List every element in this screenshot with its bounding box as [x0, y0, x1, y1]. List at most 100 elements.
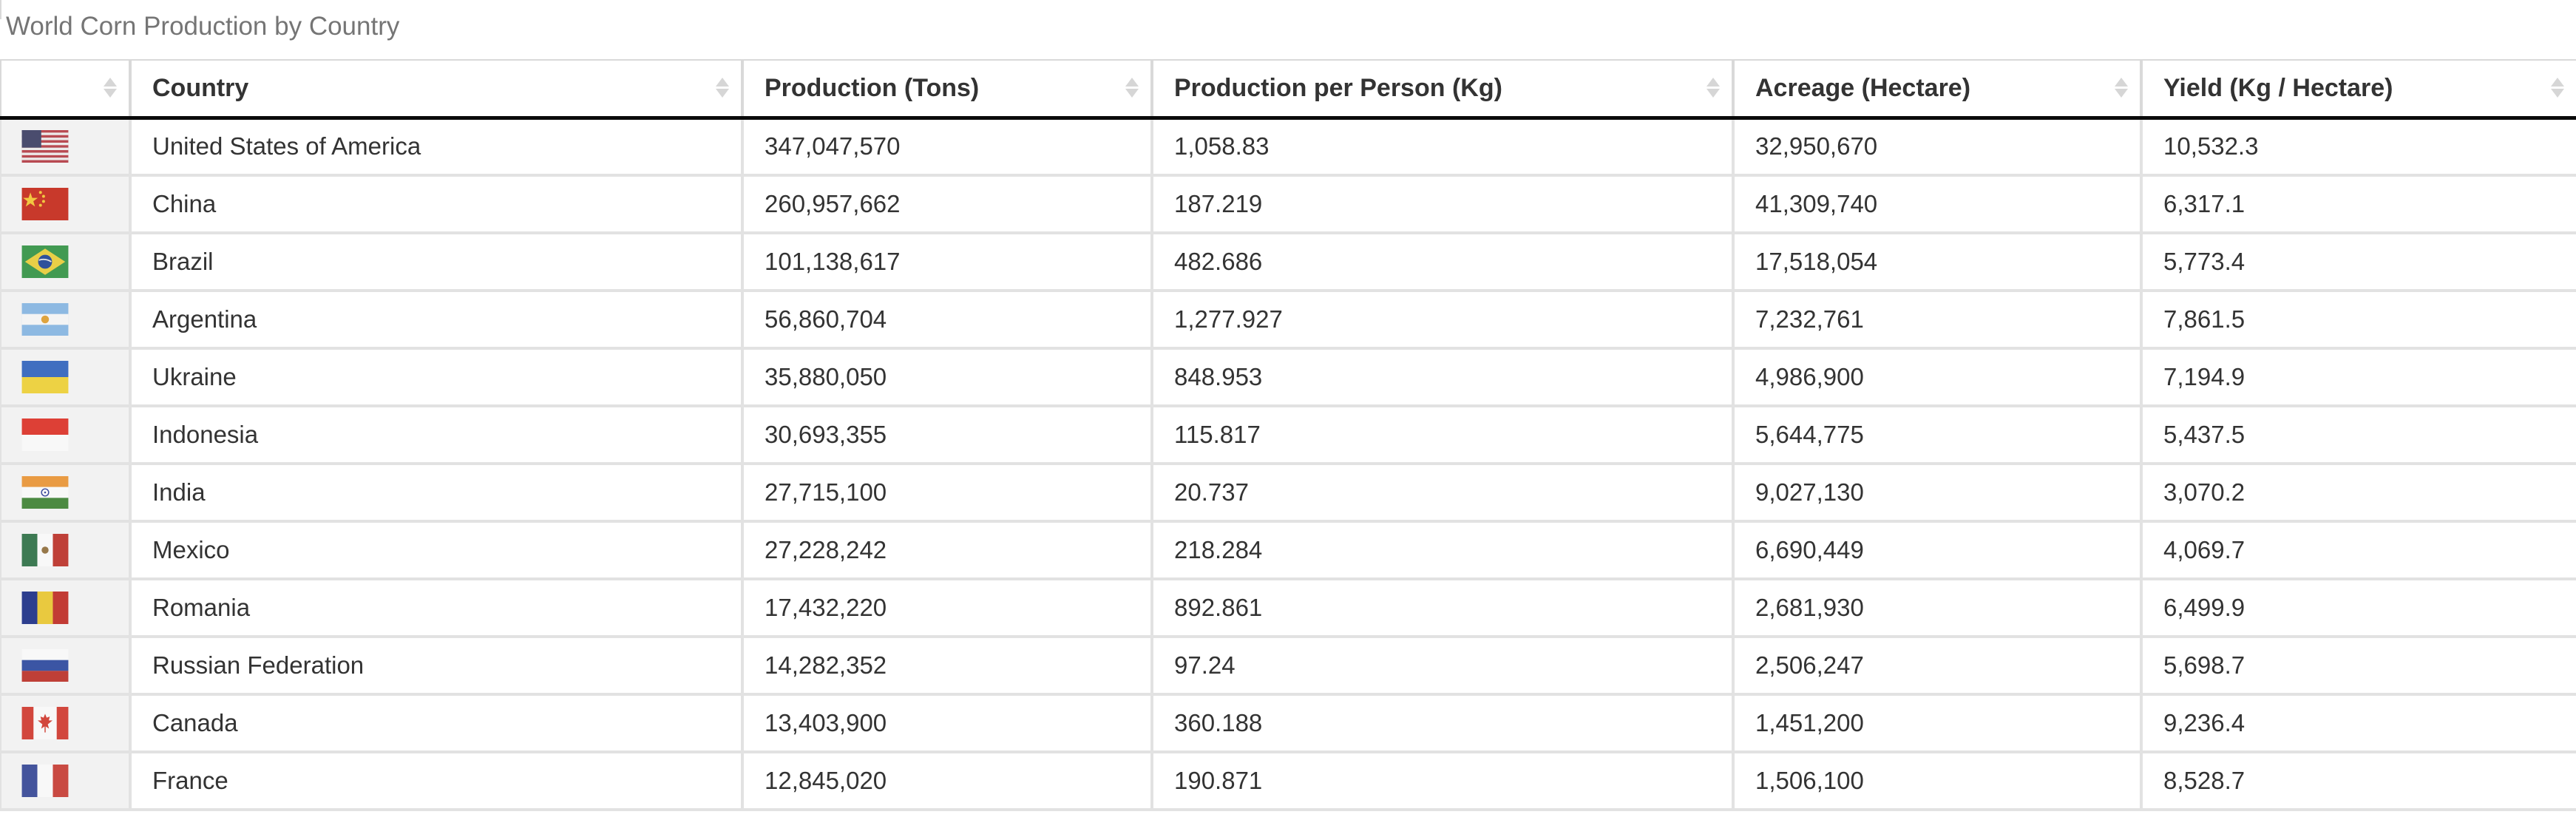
production-per-person-cell: 187.219: [1152, 175, 1735, 233]
sort-arrows-icon[interactable]: [2551, 78, 2564, 98]
country-cell: Canada: [130, 694, 744, 752]
flag-cell: [0, 406, 132, 464]
flag-cell: [0, 464, 132, 521]
country-cell: China: [130, 175, 744, 233]
flag-india-icon: [21, 476, 69, 509]
header-label: Yield (Kg / Hectare): [2163, 73, 2393, 102]
production-tons-cell: 35,880,050: [742, 348, 1153, 406]
header-country[interactable]: Country: [130, 60, 744, 118]
country-cell: Romania: [130, 579, 744, 637]
flag-cell: [0, 233, 132, 291]
production-per-person-cell: 360.188: [1152, 694, 1735, 752]
corn-production-table: Country Production (Tons) Production per…: [0, 59, 2576, 811]
table-row: Indonesia 30,693,355 115.817 5,644,775 5…: [0, 406, 2576, 464]
flag-france-icon: [21, 765, 69, 797]
header-row: Country Production (Tons) Production per…: [0, 60, 2576, 118]
country-cell: Argentina: [130, 291, 744, 348]
sort-arrows-icon[interactable]: [1125, 78, 1139, 98]
table-row: Mexico 27,228,242 218.284 6,690,449 4,06…: [0, 521, 2576, 579]
flag-cell: [0, 694, 132, 752]
header-acreage[interactable]: Acreage (Hectare): [1733, 60, 2143, 118]
header-label: Production per Person (Kg): [1174, 73, 1502, 102]
yield-cell: 6,317.1: [2141, 175, 2576, 233]
table-row: India 27,715,100 20.737 9,027,130 3,070.…: [0, 464, 2576, 521]
sort-arrows-icon[interactable]: [104, 78, 117, 98]
country-cell: France: [130, 752, 744, 810]
yield-cell: 7,861.5: [2141, 291, 2576, 348]
sort-down-icon: [1706, 89, 1720, 98]
yield-cell: 5,698.7: [2141, 637, 2576, 694]
production-per-person-cell: 190.871: [1152, 752, 1735, 810]
header-label: Production (Tons): [765, 73, 980, 102]
sort-arrows-icon[interactable]: [2115, 78, 2128, 98]
yield-cell: 8,528.7: [2141, 752, 2576, 810]
table-row: Brazil 101,138,617 482.686 17,518,054 5,…: [0, 233, 2576, 291]
header-production-tons[interactable]: Production (Tons): [742, 60, 1153, 118]
yield-cell: 7,194.9: [2141, 348, 2576, 406]
flag-ukraine-icon: [21, 361, 69, 393]
header-yield[interactable]: Yield (Kg / Hectare): [2141, 60, 2576, 118]
sort-up-icon: [2551, 78, 2564, 87]
flag-romania-icon: [21, 592, 69, 624]
table-row: Canada 13,403,900 360.188 1,451,200 9,23…: [0, 694, 2576, 752]
flag-cell: [0, 291, 132, 348]
production-per-person-cell: 892.861: [1152, 579, 1735, 637]
production-per-person-cell: 97.24: [1152, 637, 1735, 694]
country-cell: United States of America: [130, 118, 744, 175]
sort-up-icon: [1706, 78, 1720, 87]
flag-china-icon: [21, 188, 69, 220]
yield-cell: 10,532.3: [2141, 118, 2576, 175]
production-per-person-cell: 1,058.83: [1152, 118, 1735, 175]
production-tons-cell: 12,845,020: [742, 752, 1153, 810]
yield-cell: 6,499.9: [2141, 579, 2576, 637]
table-row: Romania 17,432,220 892.861 2,681,930 6,4…: [0, 579, 2576, 637]
production-tons-cell: 14,282,352: [742, 637, 1153, 694]
sort-up-icon: [2115, 78, 2128, 87]
flag-cell: [0, 175, 132, 233]
yield-cell: 5,437.5: [2141, 406, 2576, 464]
sort-down-icon: [2115, 89, 2128, 98]
acreage-cell: 6,690,449: [1733, 521, 2143, 579]
acreage-cell: 4,986,900: [1733, 348, 2143, 406]
acreage-cell: 32,950,670: [1733, 118, 2143, 175]
acreage-cell: 17,518,054: [1733, 233, 2143, 291]
flag-russia-icon: [21, 649, 69, 682]
page-title: World Corn Production by Country: [6, 12, 400, 41]
flag-argentina-icon: [21, 303, 69, 336]
country-cell: Brazil: [130, 233, 744, 291]
production-per-person-cell: 115.817: [1152, 406, 1735, 464]
country-cell: Indonesia: [130, 406, 744, 464]
sort-arrows-icon[interactable]: [1706, 78, 1720, 98]
flag-indonesia-icon: [21, 418, 69, 451]
flag-cell: [0, 348, 132, 406]
table-header: Country Production (Tons) Production per…: [0, 60, 2576, 118]
header-flag-column[interactable]: [0, 60, 132, 118]
country-cell: Russian Federation: [130, 637, 744, 694]
acreage-cell: 7,232,761: [1733, 291, 2143, 348]
production-per-person-cell: 20.737: [1152, 464, 1735, 521]
header-production-per-person[interactable]: Production per Person (Kg): [1152, 60, 1735, 118]
table-row: Argentina 56,860,704 1,277.927 7,232,761…: [0, 291, 2576, 348]
production-per-person-cell: 848.953: [1152, 348, 1735, 406]
acreage-cell: 2,681,930: [1733, 579, 2143, 637]
flag-cell: [0, 521, 132, 579]
production-tons-cell: 27,228,242: [742, 521, 1153, 579]
yield-cell: 5,773.4: [2141, 233, 2576, 291]
flag-brazil-icon: [21, 245, 69, 278]
sort-up-icon: [716, 78, 729, 87]
sort-arrows-icon[interactable]: [716, 78, 729, 98]
table-row: China 260,957,662 187.219 41,309,740 6,3…: [0, 175, 2576, 233]
acreage-cell: 1,506,100: [1733, 752, 2143, 810]
header-label: Acreage (Hectare): [1755, 73, 1971, 102]
table-row: United States of America 347,047,570 1,0…: [0, 118, 2576, 175]
yield-cell: 9,236.4: [2141, 694, 2576, 752]
table-row: France 12,845,020 190.871 1,506,100 8,52…: [0, 752, 2576, 810]
production-per-person-cell: 482.686: [1152, 233, 1735, 291]
country-cell: India: [130, 464, 744, 521]
acreage-cell: 5,644,775: [1733, 406, 2143, 464]
acreage-cell: 9,027,130: [1733, 464, 2143, 521]
flag-cell: [0, 579, 132, 637]
flag-mexico-icon: [21, 534, 69, 566]
table-body: United States of America 347,047,570 1,0…: [0, 118, 2576, 810]
flag-canada-icon: [21, 707, 69, 739]
